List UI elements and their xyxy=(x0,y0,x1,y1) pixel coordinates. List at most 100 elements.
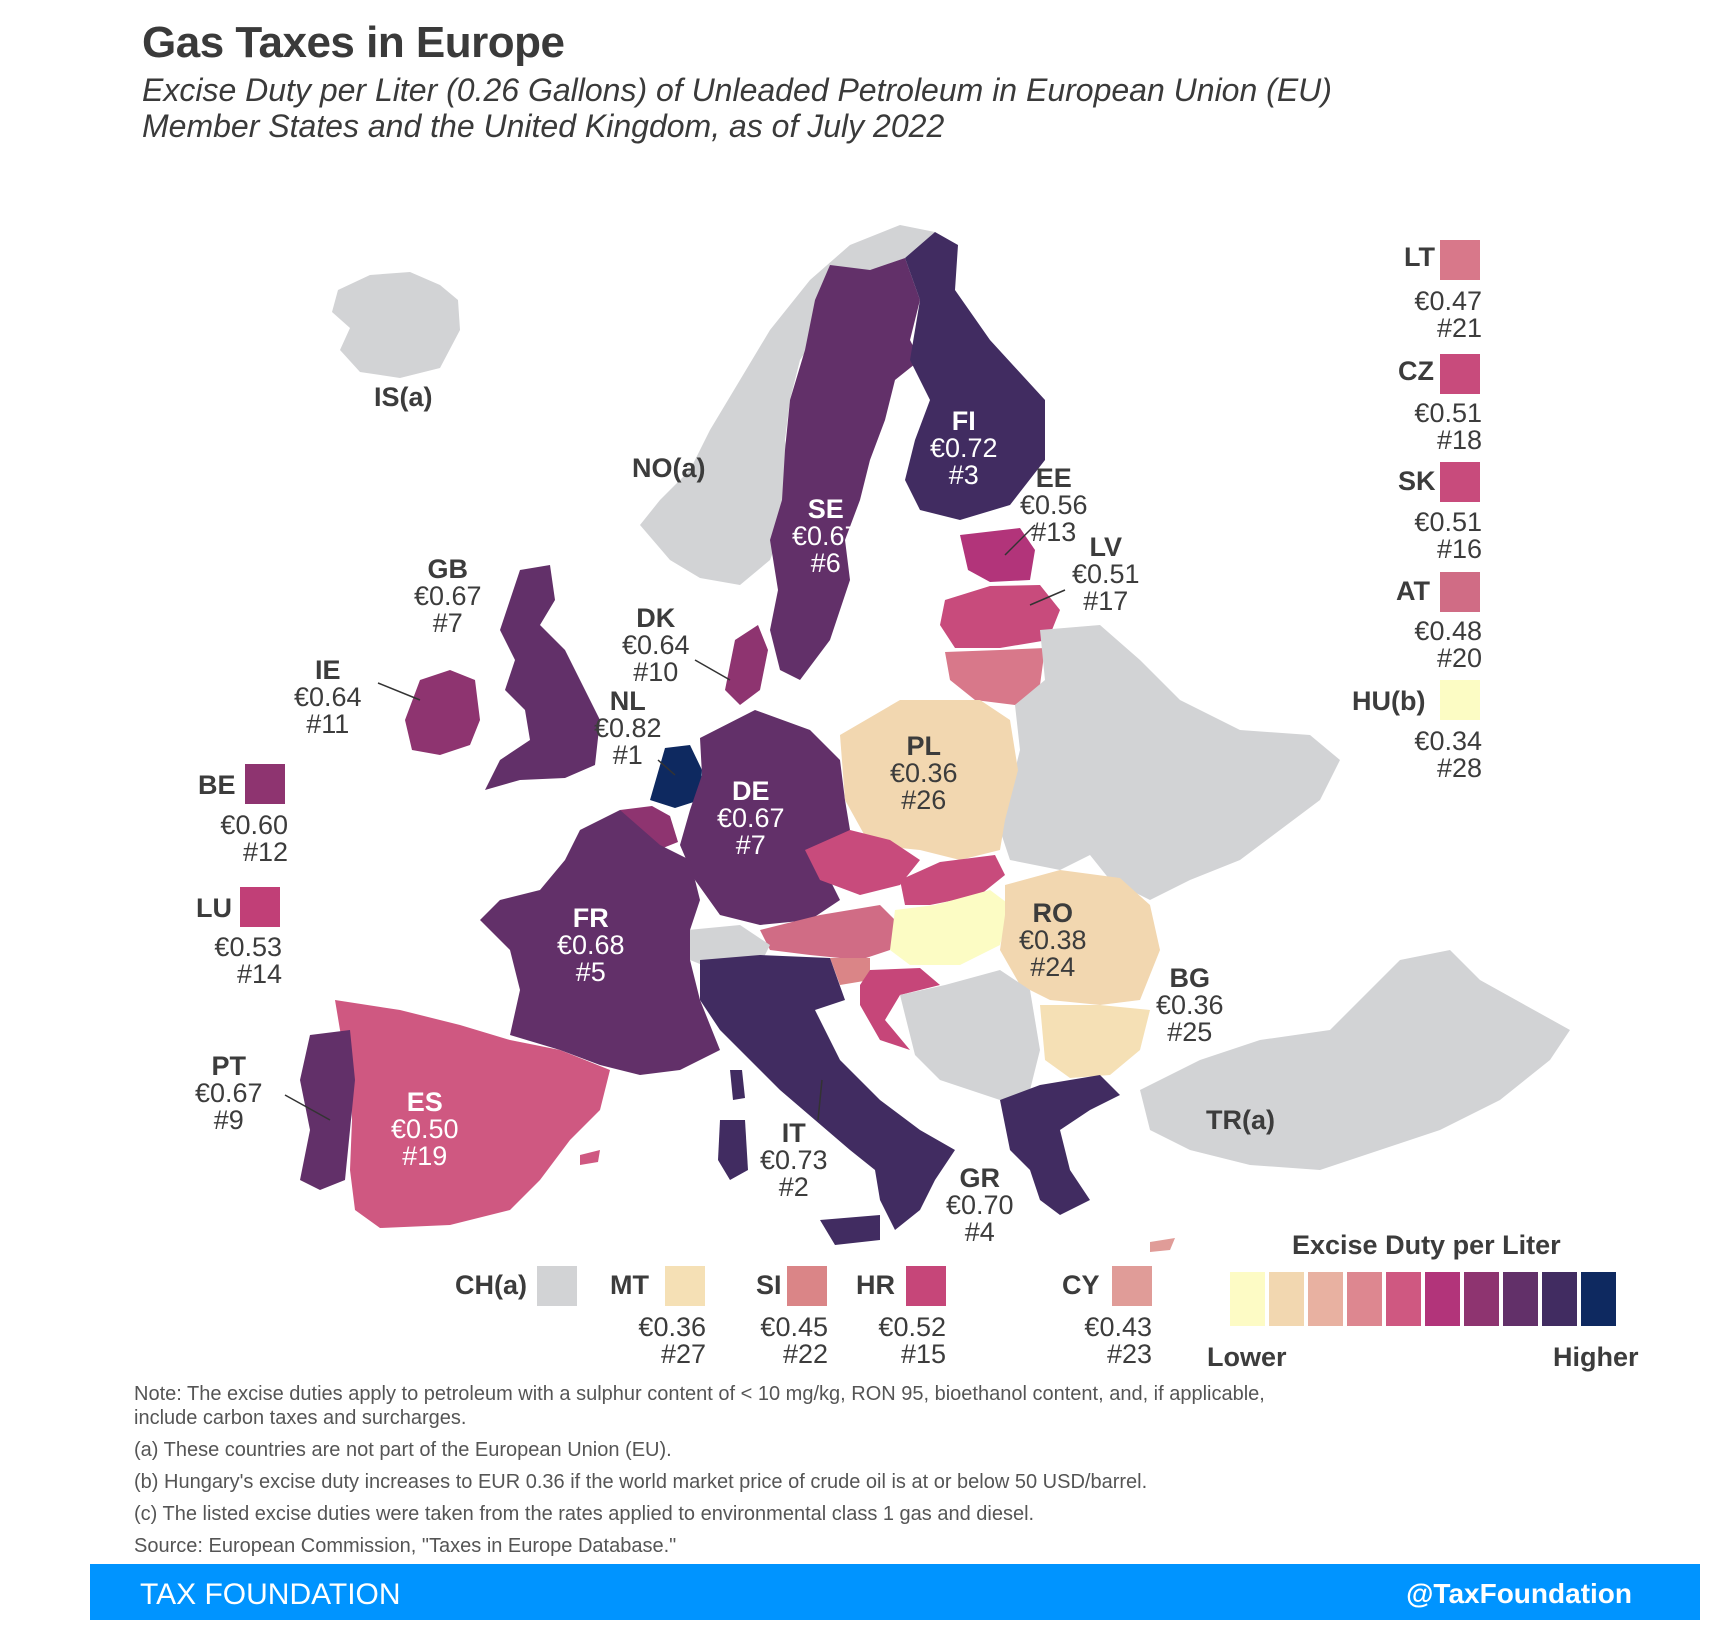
swatch-lu xyxy=(240,887,280,927)
country-iceland[interactable] xyxy=(332,272,460,378)
side-at-code: AT xyxy=(1396,576,1430,606)
side-sk-values: €0.51 #16 xyxy=(1414,507,1482,564)
country-greece[interactable] xyxy=(1000,1075,1120,1215)
swatch-be xyxy=(245,764,285,804)
swatch-at xyxy=(1440,572,1480,612)
country-great-britain[interactable] xyxy=(485,565,600,790)
country-slovakia[interactable] xyxy=(900,855,1005,905)
label-nl: NL €0.82 #1 xyxy=(594,686,662,770)
country-cyprus[interactable] xyxy=(1150,1238,1175,1252)
side-mt-values: €0.36 #27 xyxy=(638,1312,706,1369)
swatch-mt xyxy=(665,1266,705,1306)
label-gr: GR €0.70 #4 xyxy=(946,1163,1014,1247)
side-cy-values: €0.43 #23 xyxy=(1084,1312,1152,1369)
label-fi: FI €0.72 #3 xyxy=(930,406,998,490)
country-sardinia[interactable] xyxy=(718,1120,748,1180)
country-corsica[interactable] xyxy=(730,1070,745,1100)
country-poland[interactable] xyxy=(840,700,1018,860)
legend-swatch xyxy=(1386,1272,1421,1326)
label-ro: RO €0.38 #24 xyxy=(1019,898,1087,982)
note-c: (c) The listed excise duties were taken … xyxy=(134,1503,1035,1525)
side-lt-values: €0.47 #21 xyxy=(1414,286,1482,343)
country-france[interactable] xyxy=(480,810,720,1075)
country-balearics[interactable] xyxy=(580,1150,600,1165)
legend-swatch xyxy=(1230,1272,1265,1326)
side-hu-code: HU(b) xyxy=(1352,686,1426,716)
side-lt-code: LT xyxy=(1404,242,1435,272)
swatch-lt xyxy=(1440,240,1480,280)
note-main: Note: The excise duties apply to petrole… xyxy=(134,1383,1265,1429)
label-it: IT €0.73 #2 xyxy=(760,1118,828,1202)
legend-swatch xyxy=(1269,1272,1304,1326)
side-hu-values: €0.34 #28 xyxy=(1414,726,1482,783)
country-romania[interactable] xyxy=(1000,870,1160,1005)
side-mt-code: MT xyxy=(610,1270,649,1300)
country-spain[interactable] xyxy=(335,1000,610,1228)
country-turkey[interactable] xyxy=(1140,950,1570,1170)
legend-swatch xyxy=(1503,1272,1538,1326)
side-be-code: BE xyxy=(198,770,236,800)
label-ee: EE €0.56 #13 xyxy=(1020,463,1088,547)
side-hr-values: €0.52 #15 xyxy=(878,1312,946,1369)
country-austria[interactable] xyxy=(760,905,900,960)
country-estonia[interactable] xyxy=(960,528,1035,582)
note-a: (a) These countries are not part of the … xyxy=(134,1439,672,1461)
swatch-hr xyxy=(906,1266,946,1306)
country-norway[interactable] xyxy=(640,225,935,585)
side-cz-values: €0.51 #18 xyxy=(1414,398,1482,455)
label-gb: GB €0.67 #7 xyxy=(414,554,482,638)
footer-bar: TAX FOUNDATION @TaxFoundation xyxy=(90,1564,1700,1620)
country-germany[interactable] xyxy=(680,710,850,925)
swatch-cy xyxy=(1112,1266,1152,1306)
label-de: DE €0.67 #7 xyxy=(717,776,785,860)
country-lithuania[interactable] xyxy=(945,648,1045,705)
footer-handle[interactable]: @TaxFoundation xyxy=(1406,1578,1632,1609)
label-fr: FR €0.68 #5 xyxy=(557,903,625,987)
country-east-non-eu[interactable] xyxy=(1000,625,1340,900)
country-balkans-non-eu[interactable] xyxy=(900,970,1040,1100)
chart-subtitle: Excise Duty per Liter (0.26 Gallons) of … xyxy=(142,72,1442,144)
country-croatia[interactable] xyxy=(860,968,940,1050)
label-is: IS(a) xyxy=(374,382,433,412)
swatch-sk xyxy=(1440,462,1480,502)
legend-title: Excise Duty per Liter xyxy=(1292,1230,1561,1260)
country-ireland[interactable] xyxy=(405,670,480,755)
chart-title: Gas Taxes in Europe xyxy=(142,18,565,67)
country-slovenia[interactable] xyxy=(830,958,870,985)
country-netherlands[interactable] xyxy=(650,745,702,808)
label-pt: PT €0.67 #9 xyxy=(195,1051,263,1135)
label-pl: PL €0.36 #26 xyxy=(890,731,958,815)
footer-brand[interactable]: TAX FOUNDATION xyxy=(140,1578,401,1611)
side-at-values: €0.48 #20 xyxy=(1414,616,1482,673)
leader-pt xyxy=(284,1094,331,1121)
country-hungary[interactable] xyxy=(890,890,1010,965)
label-bg: BG €0.36 #25 xyxy=(1156,963,1224,1047)
country-finland[interactable] xyxy=(905,232,1045,520)
side-ch-code: CH(a) xyxy=(455,1270,527,1300)
country-sicily[interactable] xyxy=(820,1215,880,1245)
country-czechia[interactable] xyxy=(805,830,920,895)
leader-ie xyxy=(377,682,421,701)
legend-higher: Higher xyxy=(1553,1342,1639,1372)
legend-swatch xyxy=(1581,1272,1616,1326)
country-sweden[interactable] xyxy=(770,258,920,680)
country-italy[interactable] xyxy=(700,955,955,1230)
country-bulgaria[interactable] xyxy=(1040,1005,1150,1078)
label-tr: TR(a) xyxy=(1206,1105,1275,1135)
label-no: NO(a) xyxy=(632,453,706,483)
country-belgium[interactable] xyxy=(620,806,678,850)
side-cy-code: CY xyxy=(1062,1270,1100,1300)
country-portugal[interactable] xyxy=(300,1030,355,1190)
swatch-ch xyxy=(537,1266,577,1306)
swatch-hu xyxy=(1440,680,1480,720)
side-lu-values: €0.53 #14 xyxy=(214,932,282,989)
subtitle-line-1: Excise Duty per Liter (0.26 Gallons) of … xyxy=(142,72,1332,108)
label-dk: DK €0.64 #10 xyxy=(622,603,690,687)
country-latvia[interactable] xyxy=(940,585,1060,648)
leader-lv xyxy=(1029,589,1066,606)
side-sk-code: SK xyxy=(1398,466,1436,496)
side-lu-code: LU xyxy=(196,893,232,923)
country-denmark[interactable] xyxy=(725,625,768,705)
swatch-cz xyxy=(1440,354,1480,394)
